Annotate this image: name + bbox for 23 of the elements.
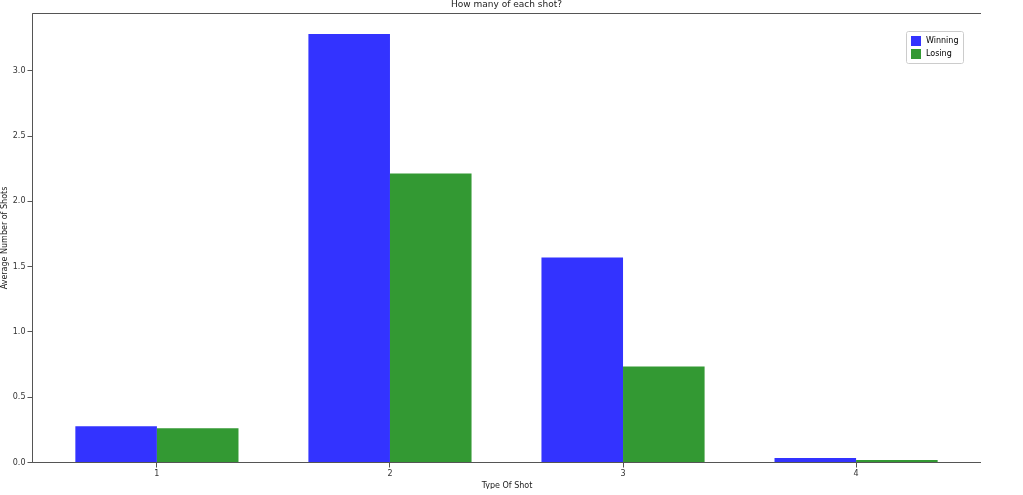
bar (308, 33, 390, 462)
y-tick-label: 2.5 (12, 131, 26, 141)
y-tick-label: 1.0 (12, 326, 26, 336)
x-tick-label: 3 (620, 468, 626, 478)
bar (156, 428, 239, 462)
legend-label: Winning (926, 36, 959, 45)
y-tick-label: 3.0 (12, 65, 26, 75)
y-tick-label: 1.5 (12, 261, 26, 271)
y-tick-label: 0.5 (12, 392, 26, 402)
bar (623, 366, 705, 462)
y-tick-label: 2.0 (12, 196, 26, 206)
bar (774, 457, 857, 462)
x-tick-label: 2 (387, 468, 393, 478)
x-tick-label: 1 (154, 468, 160, 478)
bar (541, 257, 624, 462)
bar (389, 173, 472, 462)
legend-label: Losing (926, 49, 952, 58)
x-axis-title: Type Of Shot (480, 480, 533, 490)
y-axis-title: Average Number of Shots (0, 186, 9, 290)
chart-title: How many of each shot? (451, 0, 563, 9)
bar (75, 426, 157, 462)
x-tick-label: 4 (853, 468, 859, 478)
y-tick-label: 0.0 (12, 457, 26, 467)
